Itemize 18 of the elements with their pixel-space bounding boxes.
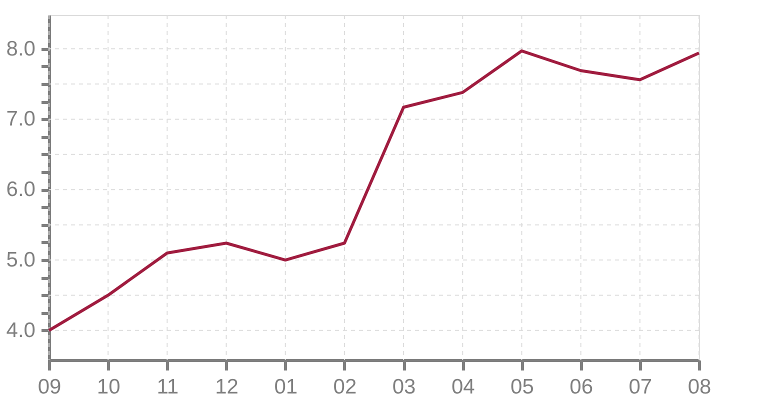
x-tick-label: 11 — [156, 376, 179, 398]
y-tick-label: 4.0 — [6, 318, 36, 342]
y-tick-label: 5.0 — [6, 248, 36, 272]
x-tick-label: 02 — [333, 376, 357, 398]
line-series — [48, 49, 700, 332]
x-tick-label: 09 — [38, 376, 62, 398]
x-tick-label: 10 — [96, 376, 120, 398]
y-tick-label: 8.0 — [6, 37, 36, 60]
x-tick-label: 01 — [274, 376, 298, 398]
y-tick-label: 6.0 — [6, 178, 36, 202]
x-tick-label: 04 — [451, 376, 476, 398]
x-tick-label: 07 — [628, 376, 652, 398]
y-tick-label: 7.0 — [6, 108, 36, 131]
x-tick-label: 12 — [215, 376, 238, 398]
x-tick-label: 03 — [392, 376, 416, 398]
x-tick-label: 08 — [688, 376, 712, 398]
x-tick-label: 06 — [570, 376, 593, 398]
x-tick-label: 05 — [510, 376, 534, 398]
